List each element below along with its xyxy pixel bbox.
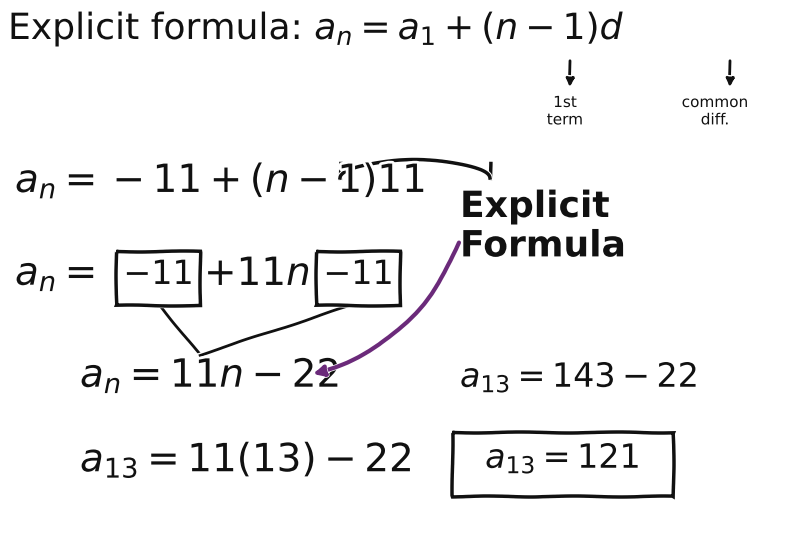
Text: $a_n =$: $a_n =$ [15, 255, 95, 293]
Text: $a_{13} = 121$: $a_{13} = 121$ [485, 441, 640, 476]
Text: $a_{13} = 143 - 22$: $a_{13} = 143 - 22$ [460, 360, 698, 395]
Text: $a_n = -11 + (n-1)11$: $a_n = -11 + (n-1)11$ [15, 160, 425, 200]
FancyBboxPatch shape [116, 251, 200, 305]
FancyBboxPatch shape [316, 251, 400, 305]
FancyBboxPatch shape [452, 432, 673, 496]
Text: $-11$: $-11$ [323, 258, 393, 291]
Text: $a_n = 11n - 22$: $a_n = 11n - 22$ [80, 355, 339, 395]
Text: common
diff.: common diff. [682, 95, 748, 127]
Text: $+ 11n$: $+ 11n$ [204, 255, 310, 293]
Text: Explicit formula: $a_n = a_1 + (n-1)d$: Explicit formula: $a_n = a_1 + (n-1)d$ [8, 10, 625, 48]
Text: $-11$: $-11$ [123, 258, 193, 291]
Text: $a_{13} = 11(13) - 22$: $a_{13} = 11(13) - 22$ [80, 440, 412, 480]
Text: 1st
term: 1st term [546, 95, 583, 127]
Text: Explicit
Formula: Explicit Formula [460, 190, 626, 263]
